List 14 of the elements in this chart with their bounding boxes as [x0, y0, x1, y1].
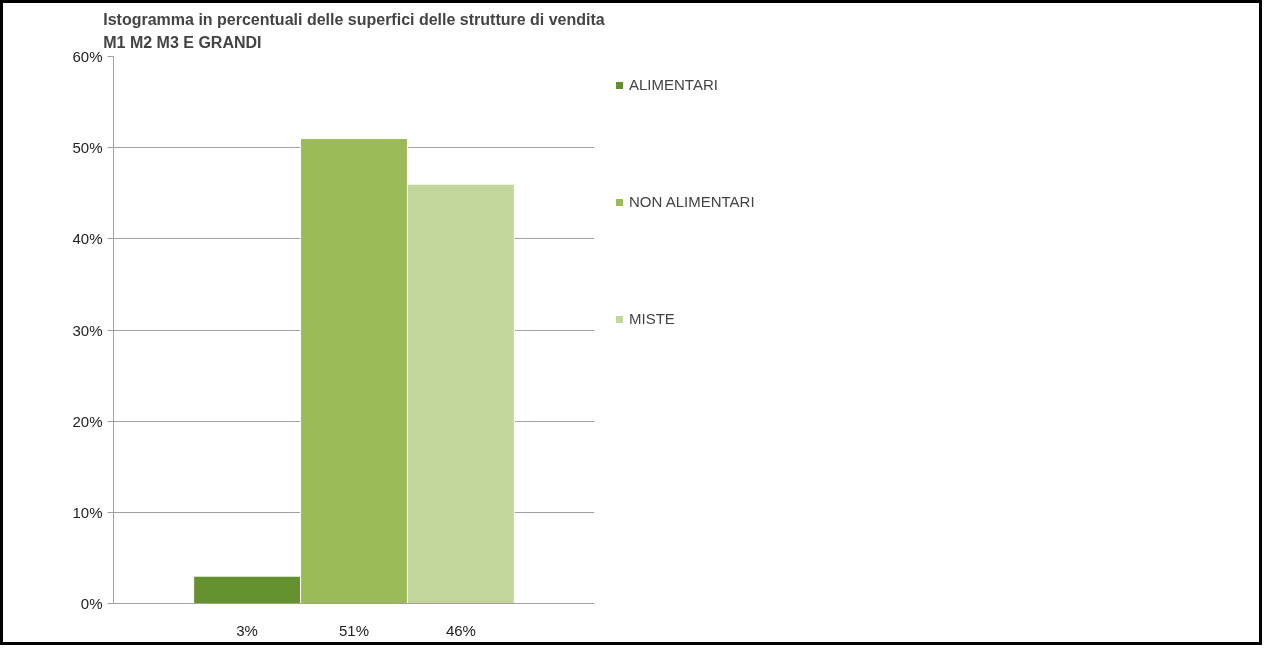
chart-title: Istogramma in percentuali delle superfici delle strutture di vendita M1 M2 M3 E GRANDI	[103, 10, 605, 52]
legend-label: ALIMENTARI	[629, 76, 718, 93]
legend-label: MISTE	[629, 310, 675, 327]
y-tick-label: 50%	[72, 139, 103, 157]
y-tick-label: 20%	[72, 412, 103, 430]
y-tick-label: 10%	[72, 503, 103, 521]
data-label: 3%	[236, 621, 258, 639]
legend-label: NON ALIMENTARI	[629, 193, 755, 210]
y-tick-label: 30%	[72, 321, 103, 339]
data-label: 51%	[338, 621, 370, 639]
data-label: 46%	[445, 621, 476, 639]
y-tick-label: 60%	[72, 48, 103, 65]
y-tick-label: 0%	[80, 595, 103, 612]
y-tick-label: 40%	[72, 230, 103, 248]
